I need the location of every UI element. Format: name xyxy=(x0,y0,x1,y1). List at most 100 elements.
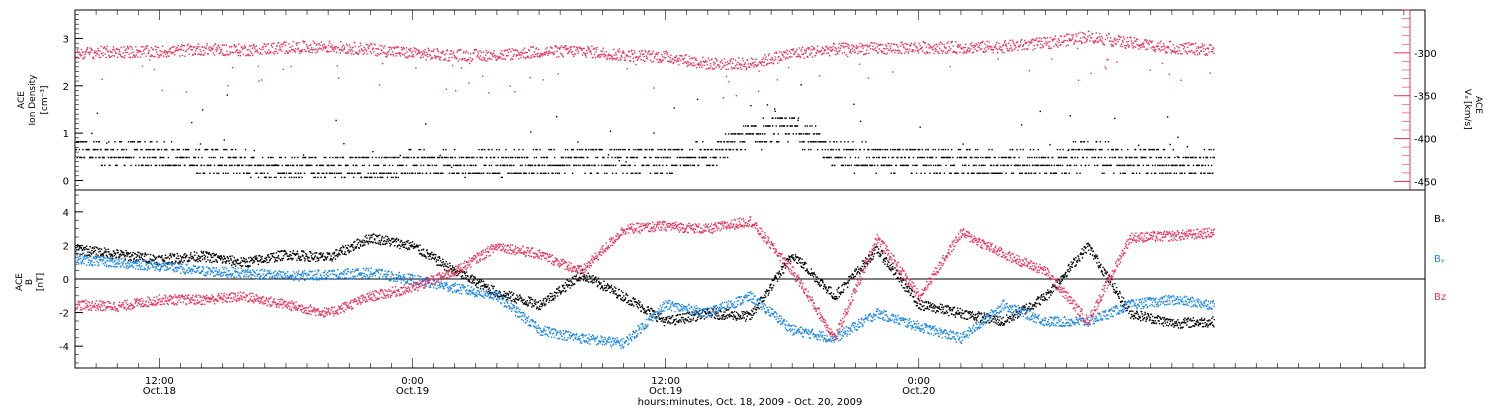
vx-point xyxy=(323,48,325,50)
density-point xyxy=(813,141,815,143)
vx-point xyxy=(621,52,624,54)
vx-point xyxy=(619,51,621,53)
density-point xyxy=(266,164,268,167)
density-point xyxy=(469,164,471,167)
vx-point xyxy=(217,44,219,46)
vx-point xyxy=(567,52,570,54)
vx-point xyxy=(938,52,940,55)
density-point xyxy=(300,164,303,167)
density-point xyxy=(832,164,834,167)
vx-point xyxy=(1136,38,1139,40)
vx-point xyxy=(770,61,773,64)
density-point xyxy=(652,164,655,167)
bx-point xyxy=(211,261,213,264)
density-point xyxy=(531,172,533,174)
vx-point xyxy=(261,46,264,49)
vx-point xyxy=(342,44,345,46)
density-point xyxy=(565,156,567,159)
vx-point xyxy=(1195,50,1197,52)
vx-point xyxy=(740,68,743,70)
density-point xyxy=(1094,156,1096,159)
bx-point xyxy=(220,255,222,257)
vx-point xyxy=(187,47,190,50)
vx-point xyxy=(215,48,217,51)
vx-point xyxy=(1106,59,1108,61)
density-point xyxy=(213,164,216,167)
density-point xyxy=(360,176,363,179)
density-point xyxy=(915,164,917,167)
vx-point xyxy=(359,51,361,53)
bx-point xyxy=(225,260,228,263)
bx-point xyxy=(173,255,175,257)
density-point xyxy=(482,148,484,151)
density-point xyxy=(253,156,255,159)
density-point xyxy=(662,164,664,167)
bx-point xyxy=(266,261,268,264)
bx-point xyxy=(192,255,194,258)
density-point xyxy=(1059,164,1062,167)
vx-point xyxy=(316,49,318,51)
vx-point xyxy=(193,46,195,48)
density-point xyxy=(711,164,714,167)
vx-point xyxy=(399,55,401,57)
vx-point xyxy=(312,49,314,51)
vx-point xyxy=(679,59,682,62)
density-point xyxy=(1213,156,1215,159)
vx-point xyxy=(520,56,522,59)
vx-point xyxy=(208,47,210,49)
density-point xyxy=(368,156,370,159)
density-point xyxy=(82,141,85,143)
vx-point xyxy=(499,52,501,54)
vx-point xyxy=(451,56,453,59)
vx-point xyxy=(430,58,432,60)
density-point xyxy=(455,164,457,167)
density-point xyxy=(654,172,656,174)
density-point xyxy=(959,156,961,159)
vx-point xyxy=(213,45,215,47)
vx-point xyxy=(1040,37,1042,40)
bx-point xyxy=(90,252,92,254)
vx-point xyxy=(815,52,818,54)
vx-point xyxy=(932,45,935,48)
vx-point xyxy=(142,50,145,52)
density-point xyxy=(1131,156,1133,159)
vx-point xyxy=(576,46,578,49)
density-point xyxy=(433,156,436,159)
vx-point xyxy=(1022,45,1024,47)
vx-point xyxy=(92,56,94,58)
vx-point xyxy=(832,48,834,51)
vx-point xyxy=(95,53,98,55)
vx-point xyxy=(657,61,659,63)
vx-point xyxy=(454,56,456,58)
vx-point xyxy=(266,52,268,54)
density-point xyxy=(895,164,897,167)
vx-point xyxy=(1203,50,1205,53)
density-point xyxy=(320,176,322,179)
vx-point xyxy=(491,54,494,56)
vx-point xyxy=(847,43,849,46)
density-point xyxy=(222,172,224,174)
density-point xyxy=(871,148,873,151)
density-point xyxy=(730,148,732,151)
density-point xyxy=(154,156,156,159)
vx-point xyxy=(230,45,233,48)
density-point xyxy=(780,117,782,119)
density-point xyxy=(316,164,318,167)
density-point xyxy=(701,156,703,159)
vx-point xyxy=(308,51,310,53)
vx-point xyxy=(834,49,836,52)
density-point xyxy=(1052,156,1054,159)
vx-point xyxy=(144,46,147,48)
vx-point xyxy=(284,52,286,54)
bx-point xyxy=(281,257,283,260)
vx-point xyxy=(202,49,205,52)
density-point xyxy=(1029,148,1032,151)
vx-point xyxy=(531,57,533,59)
density-point xyxy=(1049,143,1051,146)
bx-point xyxy=(78,247,80,249)
density-point xyxy=(174,164,177,167)
top-left-tick-label: 0 xyxy=(63,177,69,188)
density-point xyxy=(1074,141,1077,143)
vx-point xyxy=(616,58,618,60)
density-point xyxy=(1186,146,1188,148)
